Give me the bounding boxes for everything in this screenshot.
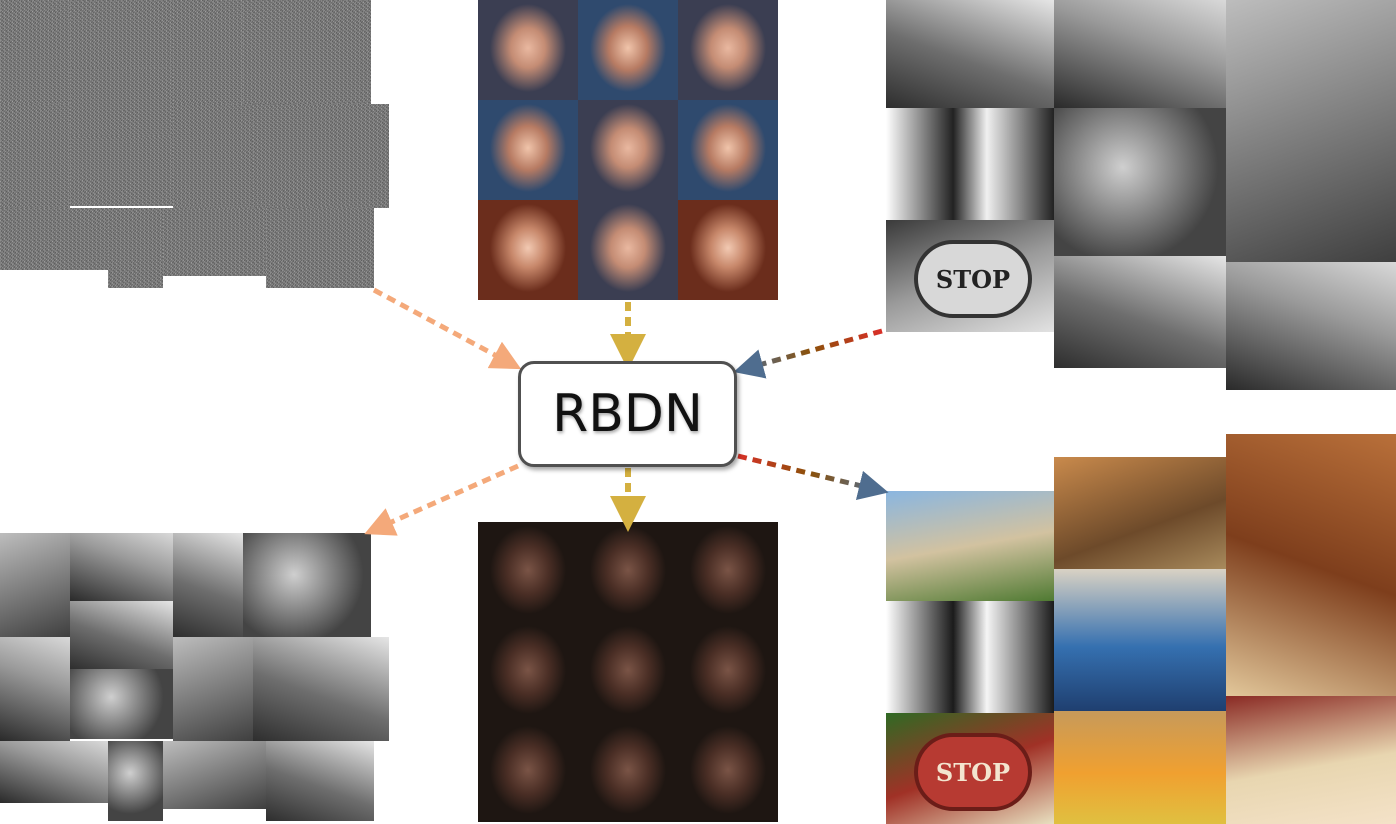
noisy-tile <box>70 0 173 68</box>
denoised-tile <box>173 533 243 637</box>
denoised-tile <box>266 741 374 821</box>
face-tile <box>678 100 778 200</box>
noisy-tile <box>0 208 108 270</box>
scene-tile <box>1054 711 1226 824</box>
denoised-tile <box>243 533 371 637</box>
noisy-tile <box>243 0 371 104</box>
denoised-tile <box>70 601 173 669</box>
noisy-tile <box>173 104 253 208</box>
scene-tile <box>1226 696 1396 824</box>
noisy-tile <box>0 104 70 208</box>
noisy-tile <box>108 208 163 288</box>
face-tile <box>478 0 578 100</box>
face-tile <box>578 722 678 822</box>
face-tile <box>678 722 778 822</box>
face-tile <box>678 0 778 100</box>
arrow-rbdn-to-colorized <box>737 453 889 501</box>
scene-tile <box>1054 108 1226 256</box>
scene-tile <box>886 601 1054 713</box>
face-tile <box>578 622 678 722</box>
rbdn-network-box: RBDN <box>518 361 737 467</box>
scene-tile <box>1054 256 1226 368</box>
face-tile <box>678 200 778 300</box>
scene-tile <box>1226 262 1396 390</box>
face-tile <box>478 722 578 822</box>
arrow-noisy-to-rbdn <box>372 287 522 370</box>
noisy-tile <box>266 208 374 288</box>
denoised-tile <box>70 669 173 739</box>
denoised-tile <box>163 741 266 809</box>
stop-sign: STOP <box>914 240 1032 318</box>
denoised-tile <box>173 637 253 741</box>
noisy-tile <box>70 136 173 206</box>
face-tile <box>478 522 578 622</box>
noisy-tile <box>0 0 70 104</box>
scene-tile: STOP <box>886 713 1054 824</box>
face-tile <box>578 100 678 200</box>
scene-tile <box>1054 569 1226 711</box>
face-tile <box>678 522 778 622</box>
face-tile <box>478 200 578 300</box>
face-tile <box>478 100 578 200</box>
scene-tile <box>1226 0 1396 262</box>
noisy-tile <box>163 208 266 276</box>
face-tile <box>578 200 678 300</box>
arrow-grayscale-to-rbdn <box>733 328 883 379</box>
noisy-tile <box>253 104 389 208</box>
scene-tile <box>1054 0 1226 108</box>
arrow-rbdn-to-denoised <box>364 463 520 536</box>
face-tile <box>578 0 678 100</box>
stop-sign: STOP <box>914 733 1032 811</box>
scene-tile <box>1226 434 1396 696</box>
noisy-tile <box>70 68 173 136</box>
face-tile <box>578 522 678 622</box>
denoised-tile <box>0 637 70 741</box>
scene-tile <box>886 108 1054 220</box>
denoised-tile <box>108 741 163 821</box>
scene-tile <box>886 0 1054 108</box>
denoised-tile <box>0 533 70 637</box>
denoised-tile <box>0 741 108 803</box>
scene-tile <box>886 491 1054 601</box>
face-tile <box>678 622 778 722</box>
noisy-tile <box>173 0 243 104</box>
scene-tile: STOP <box>886 220 1054 332</box>
rbdn-label: RBDN <box>552 384 703 444</box>
face-tile <box>478 622 578 722</box>
scene-tile <box>1054 457 1226 569</box>
denoised-tile <box>253 637 389 741</box>
denoised-tile <box>70 533 173 601</box>
